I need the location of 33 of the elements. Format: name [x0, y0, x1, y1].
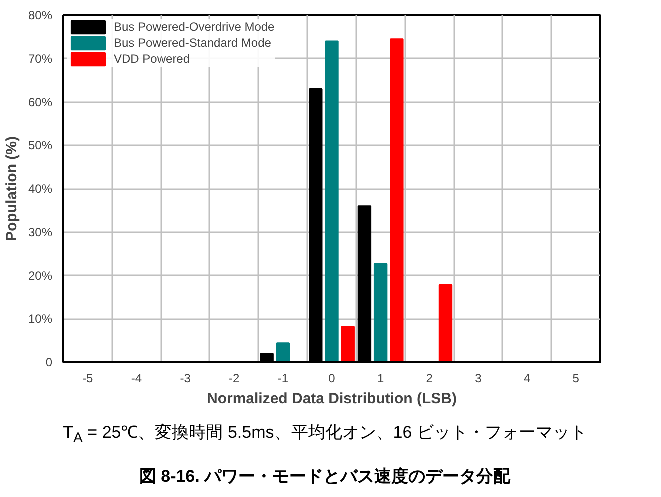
y-tick-label: 0 — [46, 356, 53, 370]
x-tick-label: -2 — [229, 372, 240, 386]
y-tick-label: 60% — [28, 95, 53, 110]
legend-label: Bus Powered-Standard Mode — [114, 35, 272, 51]
text: 図 8-16. パワー・モードとバス速度のデータ分配 — [139, 466, 511, 488]
x-axis-title: Normalized Data Distribution (LSB) — [206, 390, 458, 408]
y-tick-label: 30% — [28, 225, 53, 240]
x-tick-label: 4 — [524, 372, 531, 386]
x-tick-label: 0 — [328, 372, 336, 386]
y-tick-label: 50% — [28, 138, 53, 153]
x-tick-label: 3 — [475, 372, 482, 386]
y-tick-label: 40% — [28, 182, 53, 196]
bar — [390, 38, 404, 362]
y-tick-label: 10% — [28, 312, 53, 326]
x-tick-label: 1 — [377, 372, 384, 386]
x-tick-label: -5 — [82, 372, 94, 386]
y-tick-label: 70% — [28, 52, 53, 66]
x-tick-label: 5 — [572, 372, 580, 386]
bar — [341, 326, 355, 362]
bar — [325, 40, 339, 362]
x-tick-label: 2 — [426, 372, 434, 386]
x-tick-label: -1 — [278, 372, 289, 386]
legend-label: Bus Powered-Overdrive Mode — [114, 19, 275, 35]
bar — [438, 284, 453, 362]
x-tick-label: -3 — [180, 372, 192, 386]
text: T$_{A}$ = 25℃、変換時間 5.5ms、平均化オン、16 ビット・フォーマット — [63, 422, 587, 448]
legend-label: VDD Powered — [114, 51, 190, 67]
bar — [276, 342, 290, 362]
x-tick-label: -4 — [131, 372, 142, 386]
bar — [374, 263, 388, 362]
y-tick-label: 20% — [28, 268, 53, 283]
y-axis-title: Population (%) — [3, 136, 20, 242]
y-tick-label: 80% — [28, 8, 53, 22]
